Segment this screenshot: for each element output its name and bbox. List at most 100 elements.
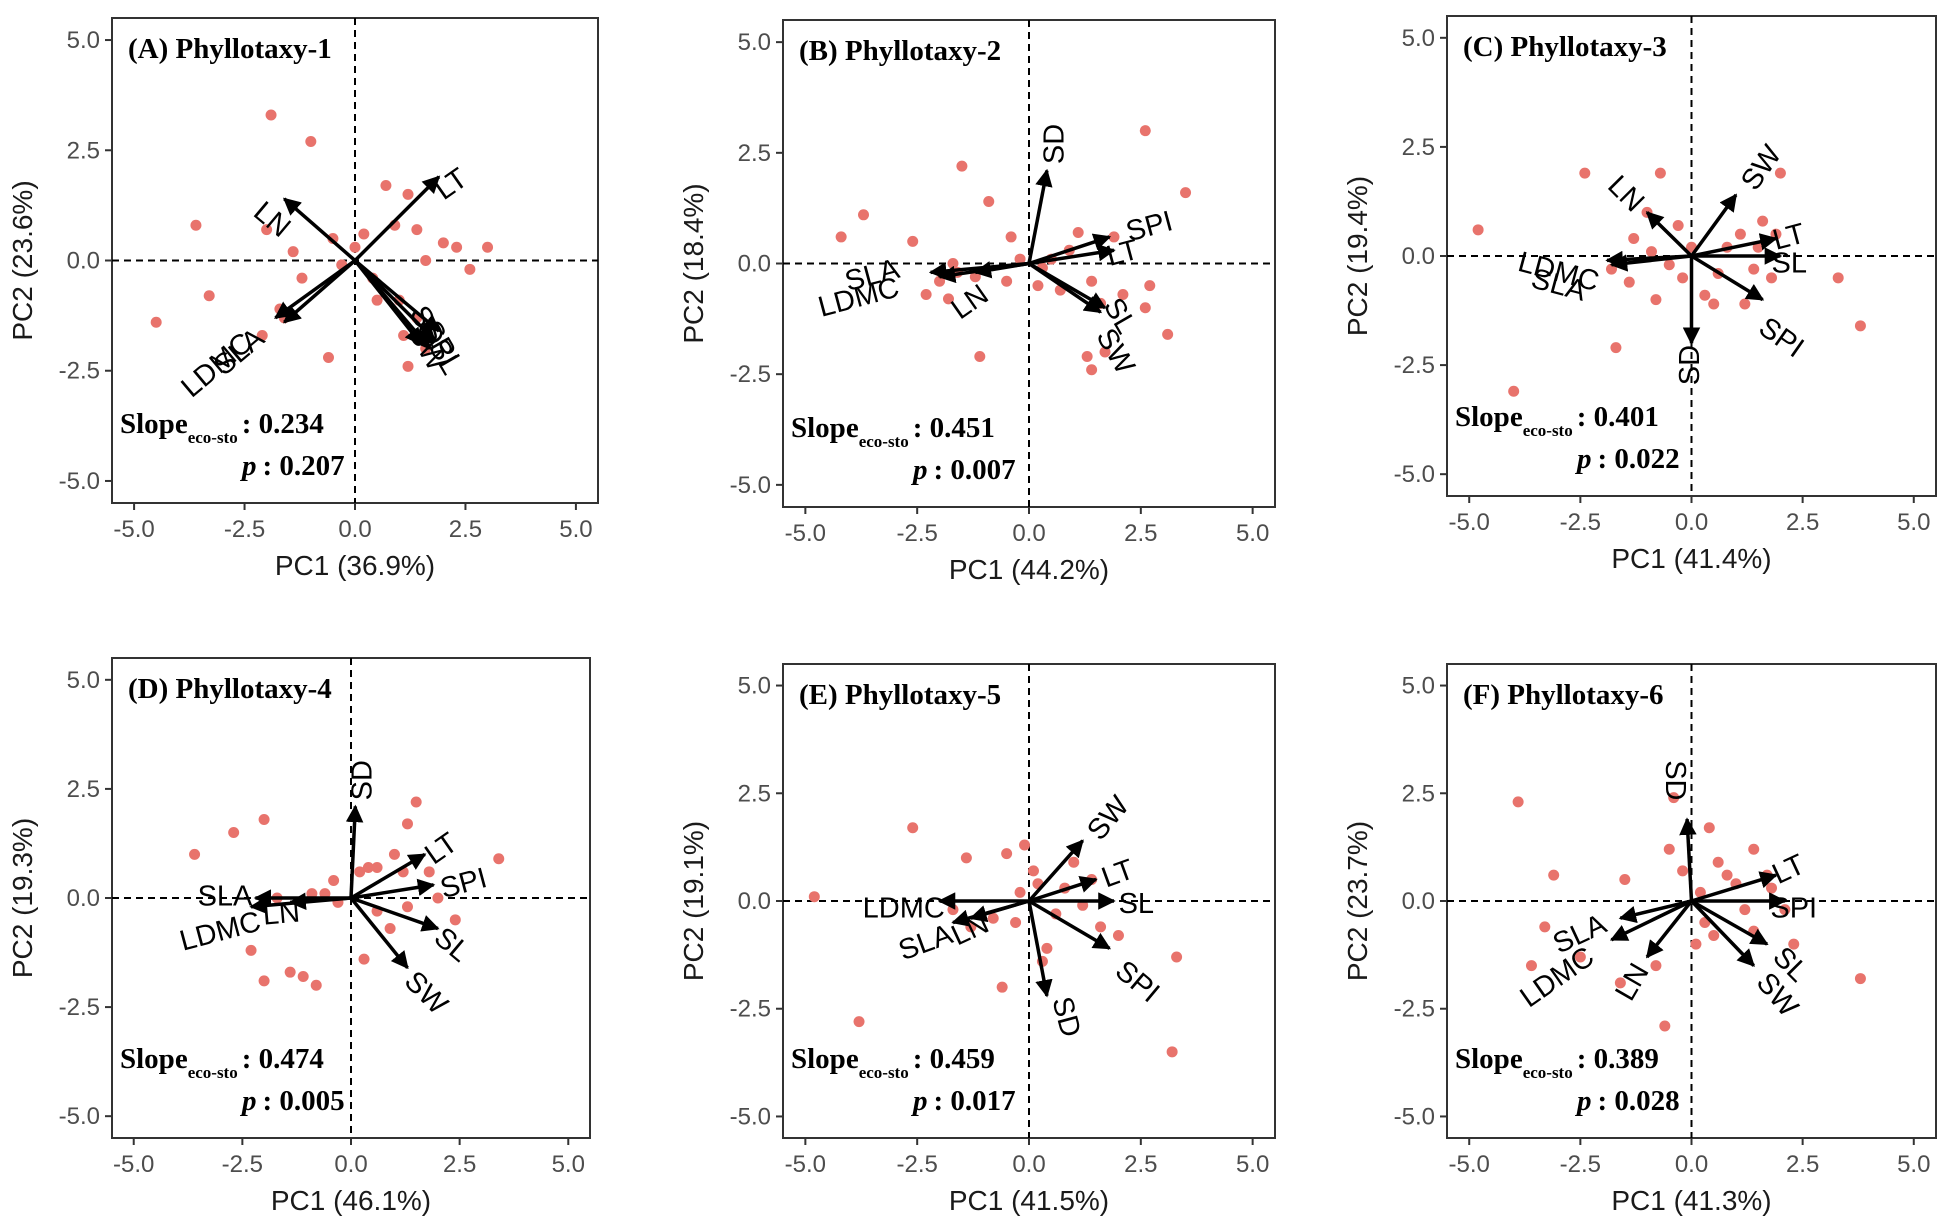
data-point [362,861,374,873]
data-point [1663,843,1675,855]
data-point [265,109,277,121]
data-point [1748,843,1760,855]
data-point [380,180,392,192]
slope-value: : 0.389 [1577,1043,1659,1075]
data-point [402,188,414,200]
loading-arrow-sw [1690,193,1738,258]
y-axis-title: PC2 (19.4%) [1342,176,1373,336]
slope-subscript: eco-sto [859,1063,909,1082]
slope-label: Slope [1455,1043,1523,1075]
x-tick-label: -5.0 [1449,1151,1490,1178]
y-tick-label: 5.0 [1402,673,1435,700]
y-tick-label: 0.0 [738,251,771,278]
data-point [1672,219,1684,231]
loading-arrow-ldmc [1609,899,1693,942]
data-point [1010,917,1022,929]
data-point [402,360,414,372]
data-point [451,241,463,253]
data-point [258,975,270,987]
variable-label-sl: SL [1772,247,1807,279]
p-annotation: p: 0.028 [1574,1085,1680,1117]
data-point [987,912,999,924]
p-label: p [1574,1085,1592,1117]
data-point [1068,856,1080,868]
data-point [1854,973,1866,985]
data-point [907,822,919,834]
x-tick-label: -5.0 [1449,509,1490,536]
data-point [203,290,215,302]
data-point [189,848,201,860]
data-point [327,232,339,244]
x-tick-label: 2.5 [443,1151,476,1178]
x-axis-title: PC1 (46.1%) [271,1185,431,1216]
data-point [371,861,383,873]
data-point [401,818,413,830]
slope-label: Slope [120,408,188,440]
data-point [1619,873,1631,885]
panel-title: (C) Phyllotaxy-3 [1463,31,1667,63]
x-tick-label: -2.5 [224,516,265,543]
loading-arrow-sl [353,259,432,351]
data-point [1574,951,1586,963]
x-tick-label: -5.0 [113,516,154,543]
data-point [437,237,449,249]
data-point [1032,280,1044,292]
panel-f: -5.0 -2.5 0.0 2.5 5.0 5.0 2.5 0.0 -2.5 -5.0 PC1 (4… [1342,663,1937,1216]
slope-subscript: eco-sto [188,428,238,447]
y-tick-label: -5.0 [730,472,771,499]
slope-annotation: Slopeeco-sto: 0.401 [1455,401,1659,440]
data-point [1766,272,1778,284]
data-point [1019,839,1031,851]
panel-title: (F) Phyllotaxy-6 [1463,679,1664,711]
y-tick-label: -5.0 [1394,461,1435,488]
y-tick-label: -2.5 [1394,352,1435,379]
x-tick-label: 5.0 [1897,509,1930,536]
data-point [322,352,334,363]
x-tick-label: -2.5 [1560,1151,1601,1178]
x-tick-label: -2.5 [222,1151,263,1178]
x-axis-title: PC1 (41.5%) [949,1185,1109,1216]
slope-value: : 0.401 [1577,401,1659,433]
p-label: p [239,1085,257,1117]
data-point [1171,951,1183,963]
x-tick-label: 5.0 [1236,1151,1269,1178]
x-axis-title: PC1 (36.9%) [275,550,435,581]
data-point [1610,342,1622,354]
p-annotation: p: 0.007 [910,454,1016,486]
loading-arrow-lt [350,852,427,900]
data-point [1703,822,1715,834]
x-tick-label: -2.5 [1560,509,1601,536]
data-point [1108,231,1120,243]
data-point [1081,350,1093,362]
variable-label-sd: SD [347,760,379,800]
x-tick-label: -5.0 [113,1151,154,1178]
slope-label: Slope [120,1043,188,1075]
data-point [1539,921,1551,933]
p-label: p [1574,443,1592,475]
data-point [1095,921,1107,933]
p-value: : 0.207 [263,450,345,482]
y-axis-title: PC2 (23.7%) [1342,821,1373,981]
x-tick-label: 5.0 [1897,1151,1930,1178]
panel-title: (D) Phyllotaxy-4 [128,673,332,705]
slope-label: Slope [1455,401,1523,433]
panel-a: -5.0 -2.5 0.0 2.5 5.0 5.0 2.5 0.0 -2.5 -5.0 PC1 (3… [7,17,599,581]
x-tick-label: 5.0 [552,1151,585,1178]
data-point [1721,869,1733,881]
loading-arrow-sd [1027,900,1053,998]
x-tick-label: 2.5 [1786,509,1819,536]
data-point [1774,167,1786,179]
data-point [1014,253,1026,265]
loading-arrow-lt [1028,244,1116,266]
slope-subscript: eco-sto [1523,1063,1573,1082]
x-axis-title: PC1 (41.4%) [1611,543,1771,574]
y-tick-label: 2.5 [67,137,100,164]
data-point [328,875,340,887]
y-tick-label: 0.0 [738,888,771,915]
data-point [150,316,162,328]
loading-arrow-sw [349,896,409,970]
data-point [1180,187,1192,199]
data-point [190,219,202,231]
data-point [388,848,400,860]
p-annotation: p: 0.022 [1574,443,1680,475]
